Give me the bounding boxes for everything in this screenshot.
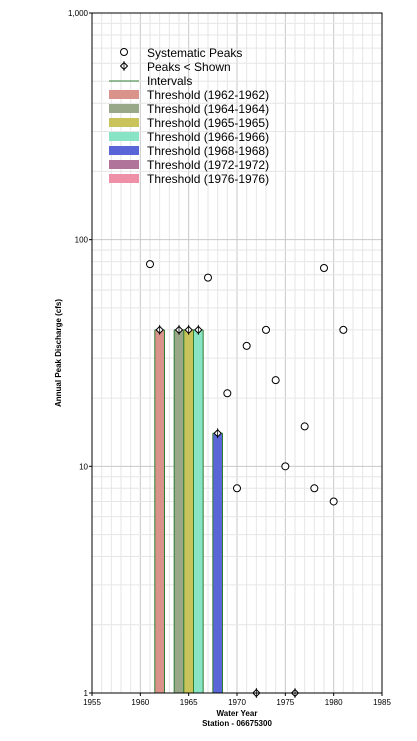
legend-item: Threshold (1976-1976) — [109, 172, 269, 186]
x-tick-label: 1970 — [228, 698, 246, 707]
threshold-bar-1962 — [154, 329, 165, 693]
y-tick-label: 10 — [79, 462, 88, 471]
systematic-peak-marker — [204, 273, 212, 282]
systematic-peak-marker — [281, 462, 290, 471]
legend-swatch — [109, 132, 139, 141]
legend-label: Peaks < Shown — [147, 60, 231, 74]
systematic-peak-marker — [300, 422, 309, 431]
y-tick-label: 1,000 — [68, 9, 89, 18]
systematic-peak-marker — [339, 325, 348, 334]
x-axis-subtitle: Station - 06675300 — [202, 719, 272, 728]
threshold-bar-1965 — [183, 329, 194, 693]
legend-item: Intervals — [109, 74, 192, 88]
systematic-peak-marker — [262, 325, 270, 334]
systematic-peak-marker — [223, 389, 232, 398]
legend-label: Systematic Peaks — [147, 46, 242, 60]
legend-swatch — [109, 104, 139, 113]
x-tick-label: 1955 — [83, 698, 101, 707]
legend-item: Threshold (1966-1966) — [109, 130, 269, 144]
legend-item: Peaks < Shown — [119, 60, 231, 74]
legend-item: Threshold (1964-1964) — [109, 102, 269, 116]
legend-label: Threshold (1972-1972) — [147, 158, 269, 172]
legend-swatch — [109, 90, 139, 99]
y-axis-title: Annual Peak Discharge (cfs) — [54, 299, 63, 407]
legend-swatch — [109, 174, 139, 183]
legend-swatch — [109, 118, 139, 127]
systematic-peak-marker — [329, 497, 338, 506]
legend-label: Threshold (1976-1976) — [147, 172, 269, 186]
legend-item: Threshold (1965-1965) — [109, 116, 269, 130]
legend-label: Threshold (1968-1968) — [147, 144, 269, 158]
legend-label: Threshold (1966-1966) — [147, 130, 269, 144]
systematic-peak-marker — [320, 263, 328, 272]
y-tick-label: 100 — [75, 236, 89, 245]
legend-item: Threshold (1972-1972) — [109, 158, 269, 172]
threshold-bars — [154, 329, 223, 693]
legend-label: Threshold (1964-1964) — [147, 102, 269, 116]
legend-swatch — [109, 146, 139, 155]
legend-label: Intervals — [147, 74, 192, 88]
legend-circle-symbol — [120, 48, 128, 56]
threshold-bar-1968 — [212, 433, 223, 693]
data-markers — [146, 260, 348, 698]
legend-label: Threshold (1965-1965) — [147, 116, 269, 130]
axis-ticks: 1955 1960 1965 1970 1975 1980 1985 1 10 100 1,000 — [68, 9, 391, 707]
x-axis-title: Water Year — [217, 709, 258, 718]
systematic-peak-marker — [310, 484, 319, 493]
systematic-peak-marker — [271, 376, 280, 385]
threshold-bar-1966 — [193, 329, 204, 693]
y-tick-label: 1 — [84, 689, 89, 698]
x-tick-label: 1980 — [325, 698, 343, 707]
legend-item: Systematic Peaks — [120, 46, 242, 60]
x-tick-label: 1975 — [276, 698, 294, 707]
systematic-peak-marker — [146, 260, 154, 269]
systematic-peak-marker — [242, 341, 251, 350]
legend-swatch — [109, 160, 139, 169]
legend-label: Threshold (1962-1962) — [147, 88, 269, 102]
x-tick-label: 1965 — [180, 698, 198, 707]
legend-item: Threshold (1968-1968) — [109, 144, 269, 158]
threshold-bar-1964 — [174, 329, 184, 693]
systematic-peak-marker — [233, 484, 241, 493]
x-tick-label: 1960 — [131, 698, 149, 707]
x-tick-label: 1985 — [373, 698, 391, 707]
legend-item: Threshold (1962-1962) — [109, 88, 269, 102]
